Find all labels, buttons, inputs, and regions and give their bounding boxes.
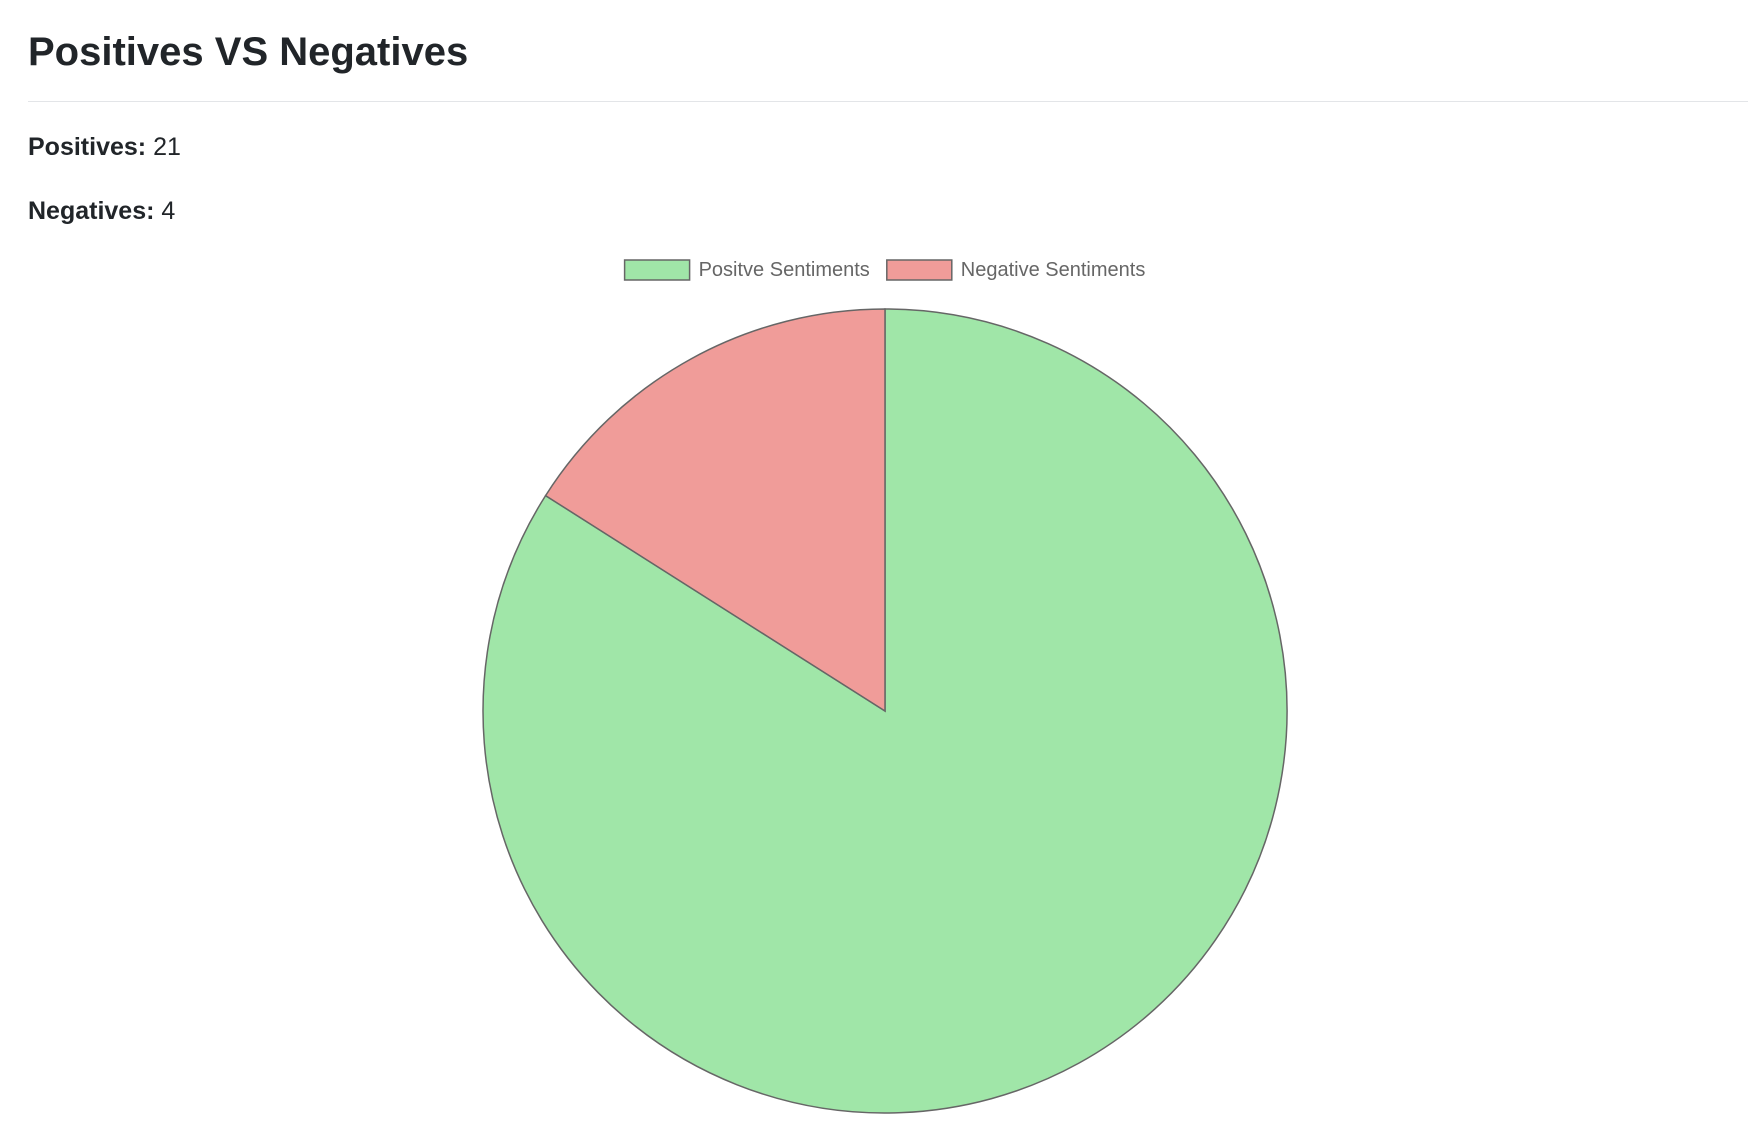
- pie-slice-negative-sentiments[interactable]: [544, 308, 886, 713]
- negatives-value: 4: [161, 197, 176, 225]
- positives-stat: Positives: 21: [28, 132, 181, 162]
- legend-swatch-negative-sentiments[interactable]: [886, 259, 953, 281]
- negatives-label: Negatives:: [28, 197, 155, 225]
- chart-legend: Positve Sentiments Negative Sentiments: [623, 259, 1146, 281]
- legend-swatch-positve-sentiments[interactable]: [623, 259, 691, 281]
- title-divider: [28, 101, 1748, 102]
- positives-label: Positives:: [28, 133, 147, 161]
- positives-value: 21: [153, 133, 181, 161]
- negatives-stat: Negatives: 4: [28, 196, 175, 226]
- legend-label-positve-sentiments: Positve Sentiments: [699, 259, 870, 281]
- legend-label-negative-sentiments: Negative Sentiments: [961, 259, 1146, 281]
- page-title: Positives VS Negatives: [28, 30, 469, 74]
